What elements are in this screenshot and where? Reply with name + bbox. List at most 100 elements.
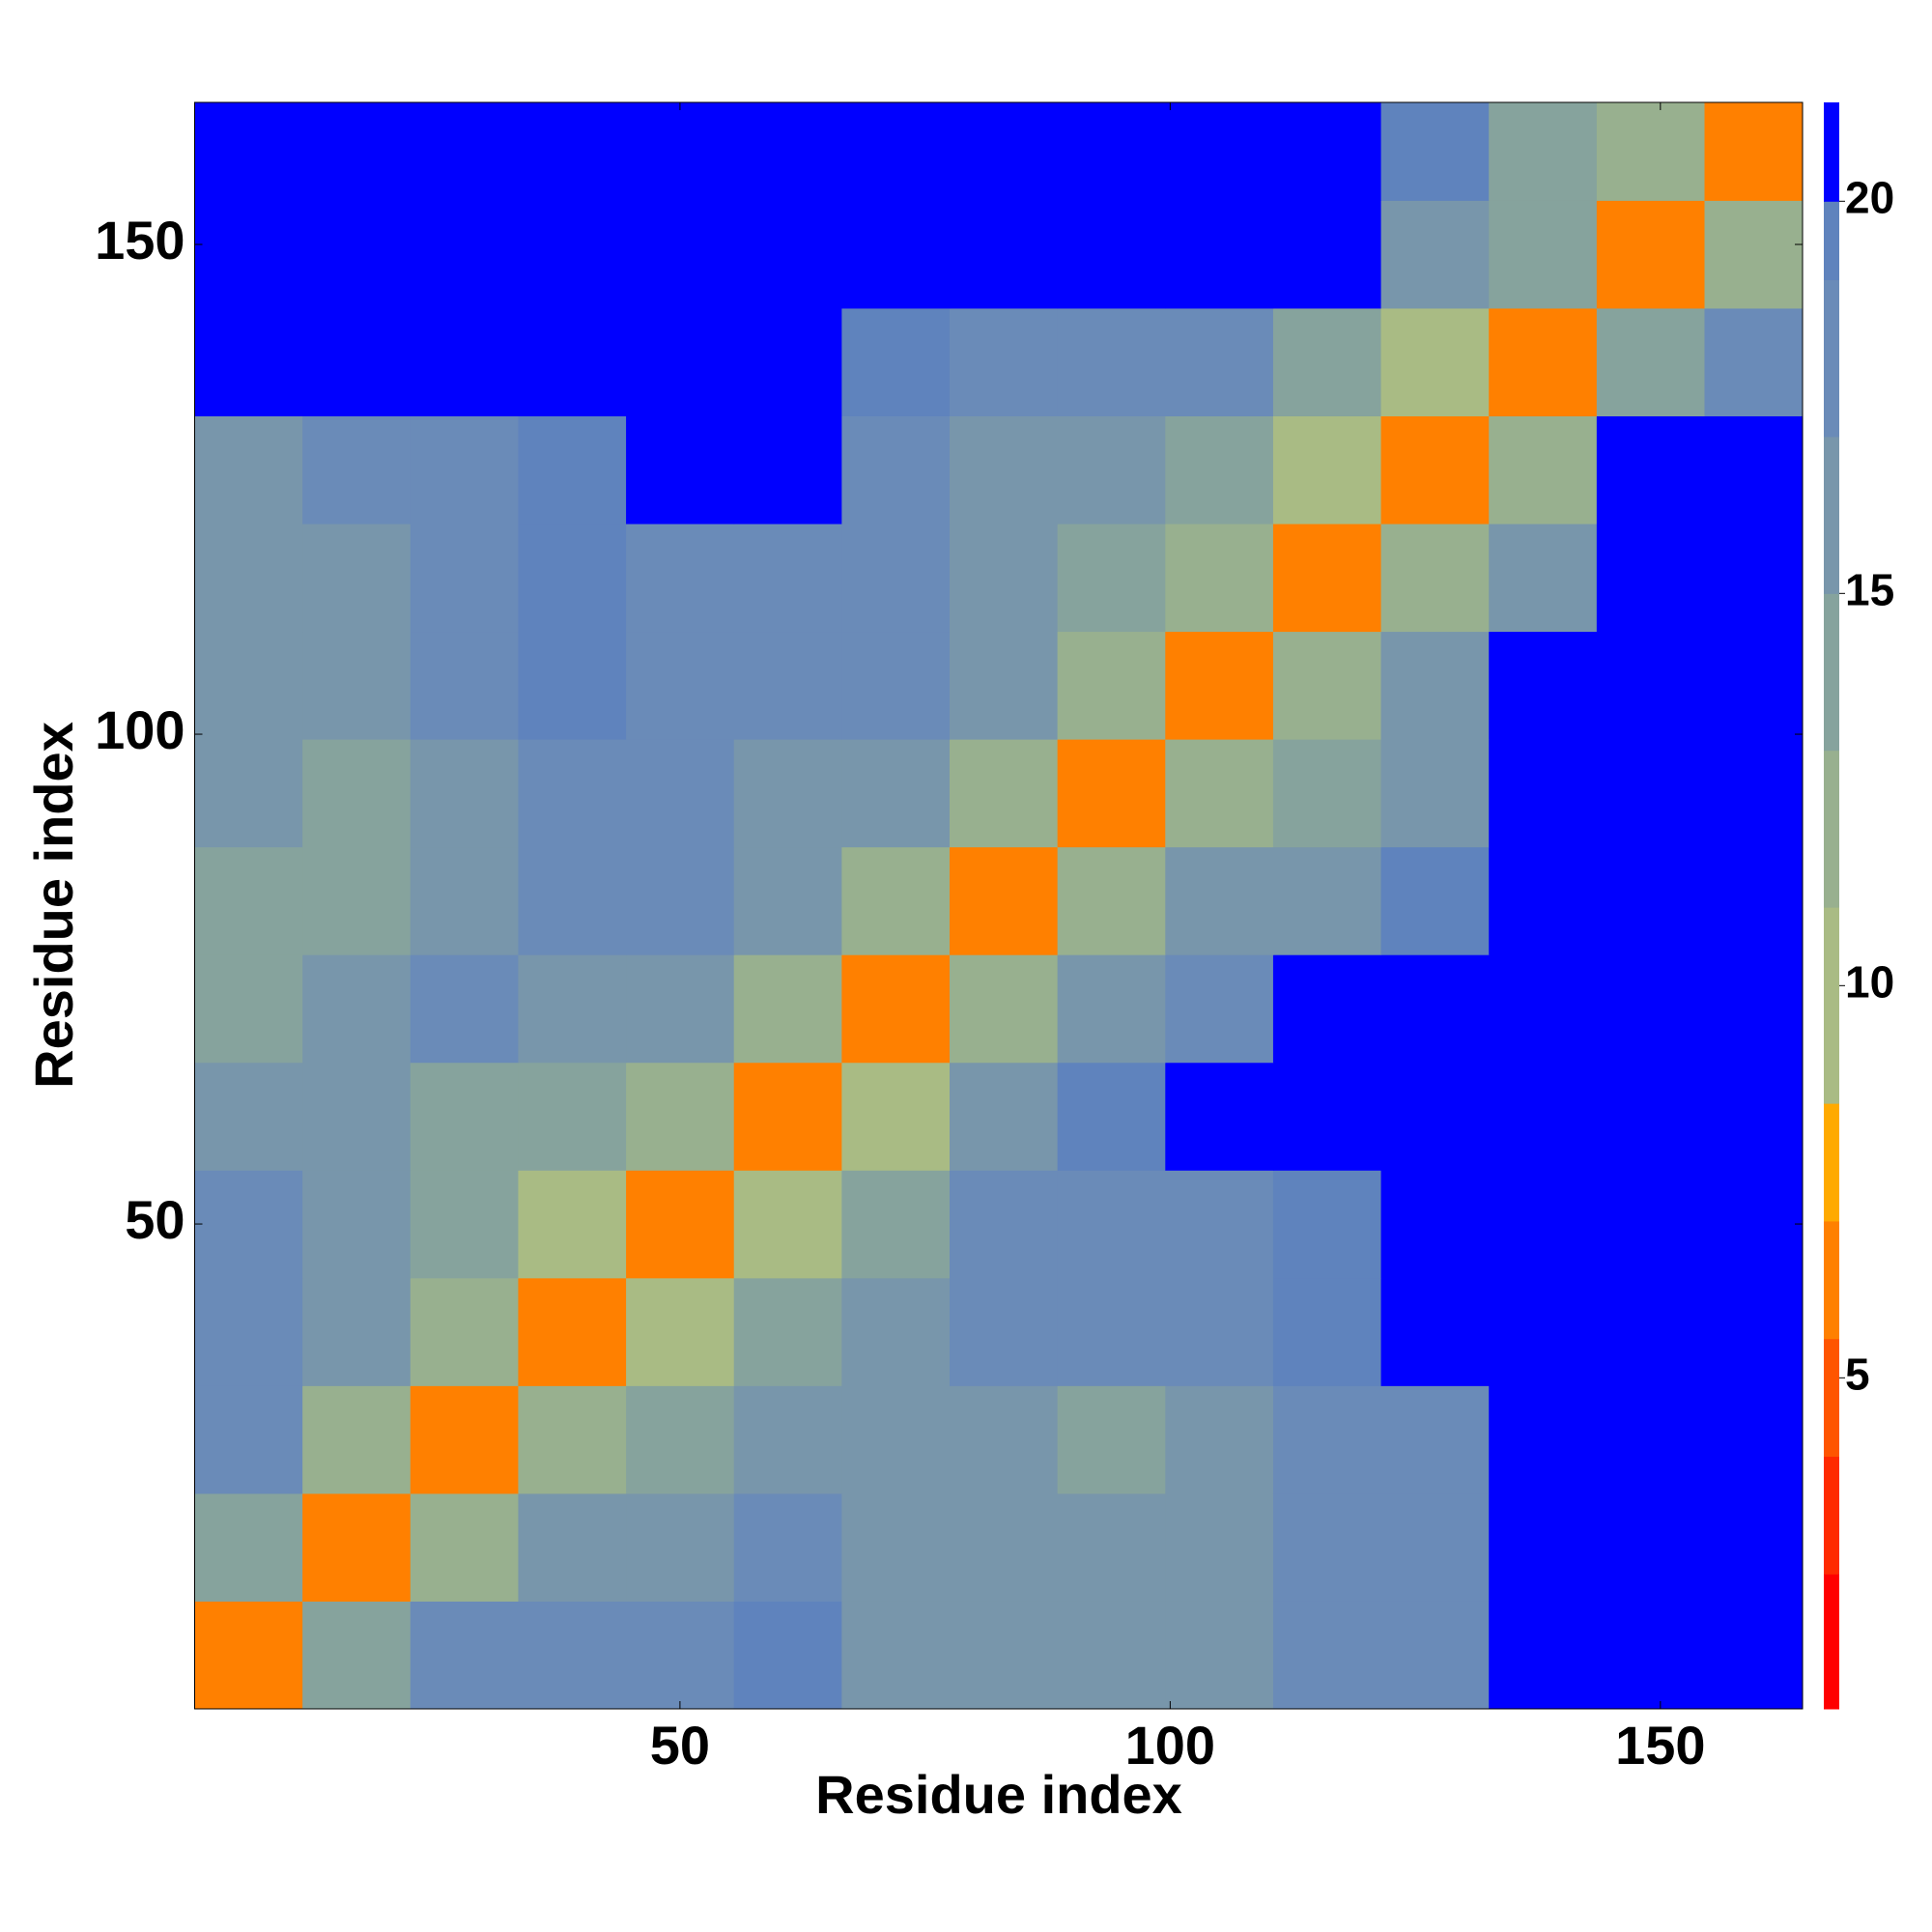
heatmap-cell xyxy=(1165,102,1274,201)
heatmap-cell xyxy=(626,1492,735,1602)
heatmap-cell xyxy=(1057,846,1166,955)
heatmap-cell xyxy=(950,1170,1059,1279)
heatmap-cell xyxy=(518,200,627,309)
heatmap-cell xyxy=(1380,102,1490,201)
heatmap-cell xyxy=(194,739,303,848)
heatmap-cell xyxy=(194,846,303,955)
heatmap-cell xyxy=(626,307,735,416)
heatmap-cell xyxy=(302,200,412,309)
colorbar-band xyxy=(1824,1338,1839,1458)
heatmap-cell xyxy=(194,307,303,416)
heatmap-cell xyxy=(410,1492,519,1602)
heatmap-cell xyxy=(950,1385,1059,1494)
colorbar-band xyxy=(1824,1220,1839,1340)
heatmap-cell xyxy=(733,200,842,309)
heatmap-cell xyxy=(194,1170,303,1279)
heatmap-cell xyxy=(1165,954,1274,1064)
heatmap-cell xyxy=(302,524,412,633)
heatmap-cell xyxy=(1704,415,1804,525)
heatmap-cell xyxy=(518,631,627,740)
heatmap-cell xyxy=(1489,631,1598,740)
heatmap-cell xyxy=(1272,954,1382,1064)
heatmap-cell xyxy=(1057,415,1166,525)
heatmap-cell xyxy=(626,1062,735,1171)
heatmap-cell xyxy=(626,200,735,309)
heatmap-cell xyxy=(733,846,842,955)
x-axis-label: Residue index xyxy=(815,1764,1182,1825)
heatmap-cell xyxy=(1165,415,1274,525)
heatmap-cell xyxy=(1272,846,1382,955)
colorbar-band xyxy=(1824,1574,1839,1710)
heatmap-cell xyxy=(1057,631,1166,740)
heatmap-cell xyxy=(410,415,519,525)
heatmap-cell xyxy=(302,631,412,740)
heatmap-cell xyxy=(302,1062,412,1171)
heatmap-cell xyxy=(626,739,735,848)
x-tick-label: 50 xyxy=(650,1715,710,1776)
heatmap-cell xyxy=(841,1385,951,1494)
heatmap-cell xyxy=(841,1170,951,1279)
heatmap-cell xyxy=(1596,524,1706,633)
y-tick-label: 150 xyxy=(95,210,185,270)
heatmap-cell xyxy=(1596,631,1706,740)
heatmap-cell xyxy=(194,1492,303,1602)
heatmap-cell xyxy=(626,846,735,955)
heatmap-cell xyxy=(841,1277,951,1386)
heatmap-cell xyxy=(1489,415,1598,525)
heatmap-cell xyxy=(733,739,842,848)
heatmap-cell xyxy=(194,954,303,1064)
heatmap-cell xyxy=(733,1601,842,1710)
heatmap-cell xyxy=(1165,1492,1274,1602)
heatmap-cell xyxy=(1596,846,1706,955)
heatmap-cell xyxy=(841,631,951,740)
heatmap-cell xyxy=(194,1277,303,1386)
heatmap-cell xyxy=(302,415,412,525)
heatmap-cell xyxy=(1704,1601,1804,1710)
heatmap-cell xyxy=(950,954,1059,1064)
heatmap-cell xyxy=(733,954,842,1064)
heatmap-cell xyxy=(1057,307,1166,416)
colorbar-band xyxy=(1824,907,1839,1104)
heatmap-cells xyxy=(194,102,1804,1710)
heatmap-cell xyxy=(733,1385,842,1494)
heatmap-cell xyxy=(1380,307,1490,416)
heatmap-cell xyxy=(950,1277,1059,1386)
heatmap-cell xyxy=(194,524,303,633)
heatmap-cell xyxy=(518,1601,627,1710)
heatmap-cell xyxy=(950,415,1059,525)
heatmap-cell xyxy=(410,102,519,201)
heatmap-cell xyxy=(1596,200,1706,309)
heatmap-cell xyxy=(410,954,519,1064)
heatmap-cell xyxy=(1596,739,1706,848)
heatmap-cell xyxy=(950,1601,1059,1710)
heatmap-cell xyxy=(302,954,412,1064)
heatmap-cell xyxy=(302,1492,412,1602)
heatmap-cell xyxy=(1380,1277,1490,1386)
heatmap-cell xyxy=(841,1062,951,1171)
heatmap-cell xyxy=(1704,524,1804,633)
heatmap-cell xyxy=(950,1492,1059,1602)
heatmap-cell xyxy=(302,1170,412,1279)
heatmap-cell xyxy=(733,1277,842,1386)
heatmap-cell xyxy=(1272,415,1382,525)
heatmap-cell xyxy=(1272,1170,1382,1279)
heatmap-cell xyxy=(1596,1492,1706,1602)
heatmap-cell xyxy=(1380,846,1490,955)
heatmap-cell xyxy=(410,307,519,416)
heatmap-cell xyxy=(950,200,1059,309)
colorbar-tick-label: 5 xyxy=(1845,1349,1870,1399)
heatmap-cell xyxy=(1704,1062,1804,1171)
heatmap-cell xyxy=(194,1601,303,1710)
heatmap-cell xyxy=(410,1062,519,1171)
heatmap-cell xyxy=(1489,102,1598,201)
heatmap-cell xyxy=(1704,1170,1804,1279)
heatmap-cell xyxy=(626,631,735,740)
heatmap-cell xyxy=(841,102,951,201)
heatmap-cell xyxy=(410,739,519,848)
heatmap-cell xyxy=(410,1385,519,1494)
heatmap-cell xyxy=(733,307,842,416)
heatmap-cell xyxy=(1704,1385,1804,1494)
heatmap-cell xyxy=(194,415,303,525)
heatmap-cell xyxy=(410,631,519,740)
heatmap-cell xyxy=(1489,1492,1598,1602)
